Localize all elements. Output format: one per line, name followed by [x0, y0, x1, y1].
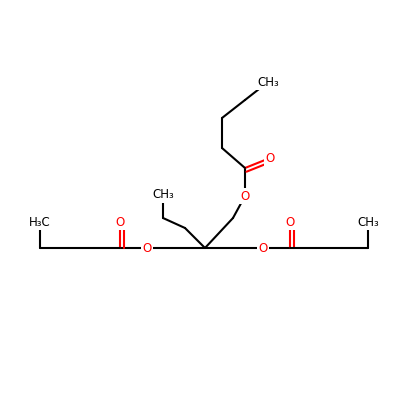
Text: O: O — [265, 152, 275, 164]
Text: O: O — [285, 216, 295, 228]
Text: O: O — [258, 242, 268, 254]
Text: H₃C: H₃C — [29, 216, 51, 228]
Text: CH₃: CH₃ — [152, 188, 174, 202]
Text: O: O — [142, 242, 152, 254]
Text: CH₃: CH₃ — [257, 76, 279, 88]
Text: CH₃: CH₃ — [357, 216, 379, 228]
Text: O: O — [115, 216, 125, 228]
Text: O: O — [240, 190, 250, 202]
